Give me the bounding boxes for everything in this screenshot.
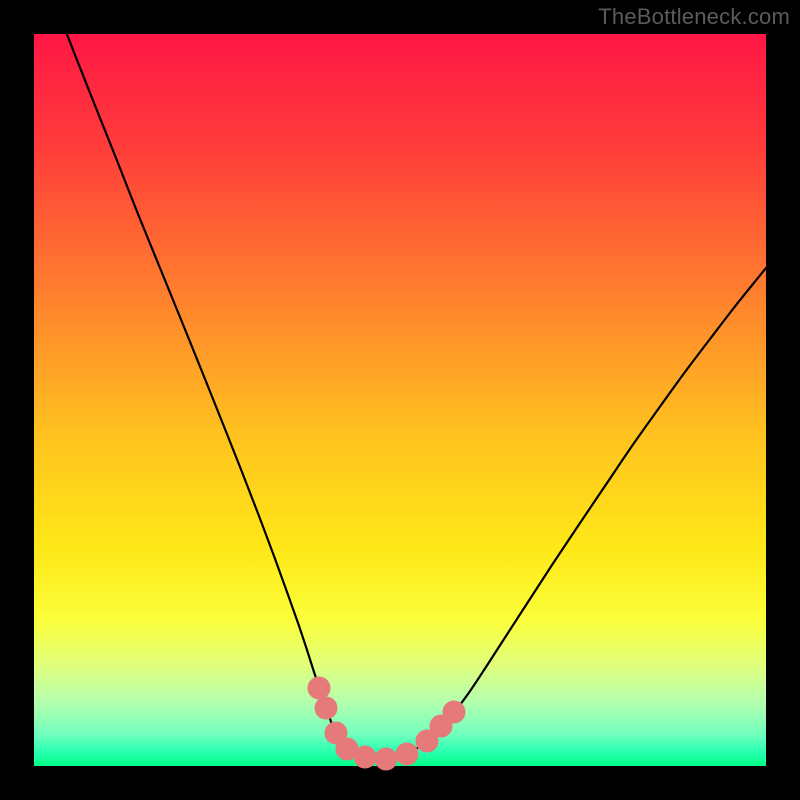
watermark-text: TheBottleneck.com	[598, 4, 790, 30]
curve-marker	[396, 743, 418, 765]
curve-marker	[308, 677, 330, 699]
curve-marker	[315, 697, 337, 719]
curve-marker	[354, 746, 376, 768]
chart-gradient-background	[34, 34, 766, 766]
chart-stage: TheBottleneck.com	[0, 0, 800, 800]
curve-marker	[443, 701, 465, 723]
bottleneck-chart	[0, 0, 800, 800]
curve-marker	[375, 748, 397, 770]
